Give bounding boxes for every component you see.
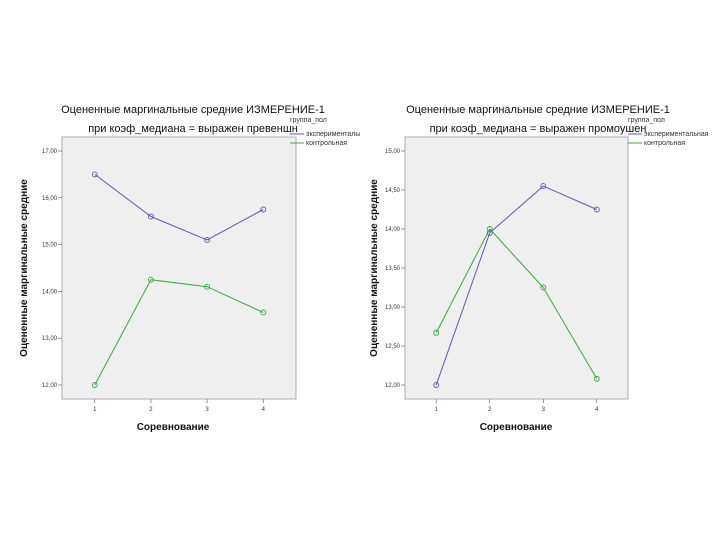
series-line xyxy=(94,173,264,241)
y-tick-label: 13,50 xyxy=(385,266,401,272)
x-tick-label: 4 xyxy=(262,407,266,413)
data-point xyxy=(540,183,547,190)
data-point xyxy=(91,171,98,178)
data-point xyxy=(147,213,154,220)
y-tick-label: 13,00 xyxy=(385,305,401,311)
x-tick-label: 3 xyxy=(205,407,209,413)
y-tick-label: 12,00 xyxy=(385,383,401,389)
data-point xyxy=(433,329,440,336)
data-point xyxy=(593,206,600,213)
plot-area xyxy=(61,136,297,400)
y-tick-label: 15,00 xyxy=(42,243,58,249)
x-tick-label: 2 xyxy=(149,407,153,413)
chart-title: Оцененные маргинальные средние ИЗМЕРЕНИЕ… xyxy=(61,104,325,116)
data-point xyxy=(147,276,154,283)
data-point xyxy=(204,283,211,290)
data-point xyxy=(540,284,547,291)
x-tick-label: 1 xyxy=(435,407,439,413)
legend-title: группа_пол xyxy=(628,117,665,124)
y-axis-label: Оцененные маргинальные средние xyxy=(19,179,30,357)
legend-label: контрольная xyxy=(644,140,685,147)
x-tick-label: 3 xyxy=(542,407,546,413)
series-line xyxy=(94,279,264,386)
y-tick-label: 16,00 xyxy=(42,196,58,202)
series-line xyxy=(435,228,598,380)
chart-left: Оцененные маргинальные средние ИЗМЕРЕНИЕ… xyxy=(19,104,360,433)
x-tick-label: 1 xyxy=(93,407,97,413)
legend-label: экспериментальная xyxy=(644,131,709,138)
legend-label: экспериментальная xyxy=(306,131,360,138)
data-point xyxy=(433,382,440,388)
y-tick-label: 12,00 xyxy=(42,383,58,389)
chart-title: Оцененные маргинальные средние ИЗМЕРЕНИЕ… xyxy=(406,104,670,116)
x-axis-label: Соревнование xyxy=(137,422,210,433)
chart-right: Оцененные маргинальные средние ИЗМЕРЕНИЕ… xyxy=(360,0,720,540)
data-point xyxy=(260,206,267,213)
series-line xyxy=(435,185,597,386)
data-point xyxy=(593,375,600,382)
x-axis-label: Соревнование xyxy=(480,422,553,433)
chart-right-svg: Оцененные маргинальные средние ИЗМЕРЕНИЕ… xyxy=(369,104,709,433)
y-tick-label: 14,50 xyxy=(385,188,401,194)
x-tick-label: 2 xyxy=(488,407,492,413)
x-tick-label: 4 xyxy=(595,407,599,413)
y-tick-label: 14,00 xyxy=(385,227,401,233)
chart-left-svg: Оцененные маргинальные средние ИЗМЕРЕНИЕ… xyxy=(19,104,360,433)
data-point xyxy=(91,382,98,388)
y-tick-label: 12,50 xyxy=(385,344,401,350)
y-tick-label: 17,00 xyxy=(42,149,58,155)
y-tick-label: 14,00 xyxy=(42,289,58,295)
y-tick-label: 15,00 xyxy=(385,149,401,155)
y-tick-label: 13,00 xyxy=(42,336,58,342)
plot-area xyxy=(404,136,629,400)
y-axis-label: Оцененные маргинальные средние xyxy=(369,179,380,357)
legend-label: контрольная xyxy=(306,140,347,147)
chart-subtitle: при коэф_медиана = выражен промоушен xyxy=(430,123,647,135)
chart-subtitle: при коэф_медиана = выражен превеншн xyxy=(88,123,298,135)
legend-title: группа_пол xyxy=(290,117,327,124)
data-point xyxy=(204,236,211,243)
data-point xyxy=(260,309,267,316)
data-point xyxy=(486,226,493,232)
